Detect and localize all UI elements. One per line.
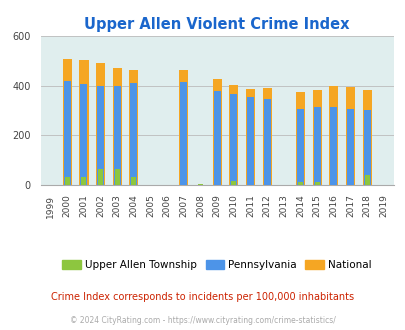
Bar (328, 85, 338, 185)
Bar (231, 181, 236, 185)
Bar (213, 91, 220, 185)
Bar (97, 86, 104, 185)
Bar (79, 60, 88, 185)
Bar (64, 81, 70, 185)
Bar (179, 70, 188, 185)
Legend: Upper Allen Township, Pennsylvania, National: Upper Allen Township, Pennsylvania, Nati… (58, 255, 375, 274)
Bar (229, 85, 238, 185)
Title: Upper Allen Violent Crime Index: Upper Allen Violent Crime Index (84, 17, 349, 32)
Bar (81, 177, 86, 185)
Bar (131, 177, 136, 185)
Bar (330, 107, 337, 185)
Bar (346, 109, 353, 185)
Text: © 2024 CityRating.com - https://www.cityrating.com/crime-statistics/: © 2024 CityRating.com - https://www.city… (70, 316, 335, 325)
Bar (296, 109, 303, 185)
Bar (345, 86, 354, 185)
Bar (96, 62, 105, 185)
Bar (198, 184, 202, 185)
Bar (65, 178, 70, 185)
Bar (313, 107, 320, 185)
Bar (98, 170, 103, 185)
Bar (262, 88, 271, 185)
Bar (295, 92, 304, 185)
Bar (245, 89, 254, 185)
Bar (80, 84, 87, 185)
Bar (112, 68, 122, 185)
Bar (62, 59, 72, 185)
Bar (180, 82, 187, 185)
Bar (113, 86, 120, 185)
Bar (364, 176, 369, 185)
Text: Crime Index corresponds to incidents per 100,000 inhabitants: Crime Index corresponds to incidents per… (51, 292, 354, 302)
Bar (212, 79, 221, 185)
Bar (246, 97, 254, 185)
Bar (129, 70, 138, 185)
Bar (263, 99, 270, 185)
Bar (230, 94, 237, 185)
Bar (314, 182, 319, 185)
Bar (363, 110, 370, 185)
Bar (297, 182, 302, 185)
Bar (115, 169, 119, 185)
Bar (130, 83, 137, 185)
Bar (312, 90, 321, 185)
Bar (362, 89, 371, 185)
